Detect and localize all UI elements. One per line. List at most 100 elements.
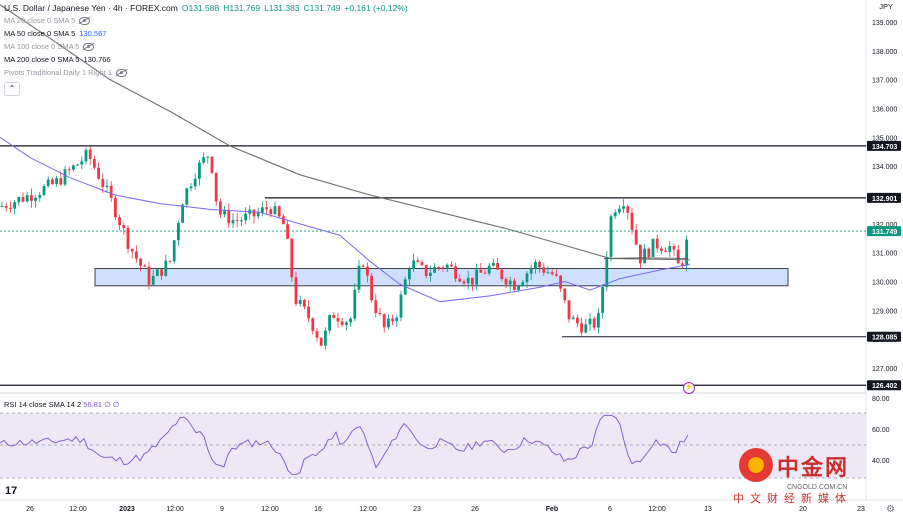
candle-body xyxy=(630,212,634,230)
symbol-legend: U.S. Dollar / Japanese Yen · 4h · FOREX.… xyxy=(4,3,408,13)
candle-body xyxy=(601,287,604,313)
candle-body xyxy=(231,219,235,224)
eye-hidden-icon[interactable] xyxy=(115,68,127,77)
indicator-pivots[interactable]: Pivots Traditional Daily 1 Right 1 xyxy=(4,68,127,77)
candle-body xyxy=(571,317,575,320)
candle-body xyxy=(172,240,176,262)
indicator-ma20[interactable]: MA 20 close 0 SMA 5 xyxy=(4,16,91,25)
candle-body xyxy=(618,208,621,213)
time-tick: 12:00 xyxy=(359,506,377,513)
indicator-label: MA 50 close 0 SMA 5 xyxy=(4,29,76,38)
candle-body xyxy=(244,213,247,221)
candle-body xyxy=(80,161,84,165)
indicator-label: MA 20 close 0 SMA 5 xyxy=(4,16,76,25)
price-badge-label: 128.085 xyxy=(872,335,897,342)
lightning-icon[interactable]: ⚡ xyxy=(683,382,695,394)
ma-short-line xyxy=(603,257,689,259)
candle-body xyxy=(538,261,541,268)
candle-body xyxy=(240,220,243,222)
rsi-tick: 40.00 xyxy=(872,458,890,465)
time-tick: 16 xyxy=(314,506,322,513)
candle-body xyxy=(492,262,495,266)
candle-body xyxy=(580,323,583,333)
low-value: L131.383 xyxy=(264,3,300,13)
candle-body xyxy=(504,278,508,285)
candle-body xyxy=(622,206,625,209)
time-tick: 20 xyxy=(799,506,807,513)
candle-body xyxy=(256,212,260,217)
indicator-ma200[interactable]: MA 200 close 0 SMA 5 130.766 xyxy=(4,55,111,64)
candle-body xyxy=(513,280,516,290)
candle-body xyxy=(450,264,453,267)
candle-body xyxy=(21,197,25,202)
currency-label[interactable]: JPY xyxy=(879,2,893,11)
eye-hidden-icon[interactable] xyxy=(83,42,95,51)
time-tick: 6 xyxy=(608,506,612,513)
candle-body xyxy=(345,322,348,325)
candle-body xyxy=(576,317,579,324)
symbol-title[interactable]: U.S. Dollar / Japanese Yen · 4h · FOREX.… xyxy=(4,3,178,13)
candle-body xyxy=(660,248,663,251)
candle-body xyxy=(412,260,415,269)
high-value: H131.769 xyxy=(223,3,261,13)
time-tick: 26 xyxy=(471,506,479,513)
candle-body xyxy=(109,185,113,198)
candle-body xyxy=(282,216,285,225)
candle-body xyxy=(72,165,75,170)
indicator-ma100[interactable]: MA 100 close 0 SMA 5 xyxy=(4,42,95,51)
watermark-name: 中金网 xyxy=(777,455,850,480)
candle-body xyxy=(361,265,365,267)
time-tick: 26 xyxy=(26,506,34,513)
candle-body xyxy=(269,209,273,215)
candle-body xyxy=(395,317,399,322)
price-badge xyxy=(867,192,901,203)
candle-body xyxy=(130,249,134,252)
candle-body xyxy=(529,268,533,274)
settings-gear-icon[interactable]: ⚙ xyxy=(886,504,895,515)
indicator-ma50[interactable]: MA 50 close 0 SMA 5 130.567 xyxy=(4,29,106,38)
price-badge xyxy=(867,331,901,342)
collapse-legend-button[interactable]: ⌃ xyxy=(4,82,20,96)
rsi-value: 56.81 ∅ ∅ xyxy=(83,400,120,409)
watermark-subtitle: 中文财经新媒体 xyxy=(733,493,852,505)
candle-body xyxy=(101,178,105,187)
time-tick: 9 xyxy=(220,506,224,513)
candle-body xyxy=(277,206,281,217)
candle-body xyxy=(25,195,29,202)
tradingview-logo[interactable]: 17 xyxy=(5,485,18,497)
candle-body xyxy=(462,281,466,284)
price-badge-label: 131.749 xyxy=(872,229,897,236)
price-badge-label: 132.901 xyxy=(872,196,897,203)
candle-body xyxy=(487,265,491,274)
candle-body xyxy=(340,321,344,325)
time-tick: 12:00 xyxy=(261,506,279,513)
candle-body xyxy=(643,248,646,264)
candle-body xyxy=(9,207,12,209)
candle-body xyxy=(290,238,294,278)
candle-body xyxy=(30,195,33,201)
candle-body xyxy=(156,269,159,276)
eye-hidden-icon[interactable] xyxy=(79,16,91,25)
ma200-line xyxy=(0,4,691,261)
price-badge-label: 126.402 xyxy=(872,383,897,390)
candle-body xyxy=(17,197,21,203)
candle-body xyxy=(105,185,109,187)
candle-body xyxy=(437,267,441,269)
candle-body xyxy=(366,266,369,276)
candle-body xyxy=(563,288,567,301)
candle-body xyxy=(500,269,504,279)
price-badge xyxy=(867,140,901,151)
support-zone xyxy=(94,268,789,287)
candle-body xyxy=(135,251,138,259)
candle-body xyxy=(534,261,537,269)
candle-body xyxy=(328,315,331,331)
candle-body xyxy=(168,260,172,262)
candle-body xyxy=(550,272,554,275)
candle-body xyxy=(51,179,54,184)
price-tick: 129.000 xyxy=(872,308,897,315)
rsi-legend[interactable]: RSI 14 close SMA 14 2 56.81 ∅ ∅ xyxy=(4,400,119,409)
time-tick: 12:00 xyxy=(166,506,184,513)
price-tick: 130.000 xyxy=(872,280,897,287)
indicator-value: 130.567 xyxy=(79,29,107,38)
